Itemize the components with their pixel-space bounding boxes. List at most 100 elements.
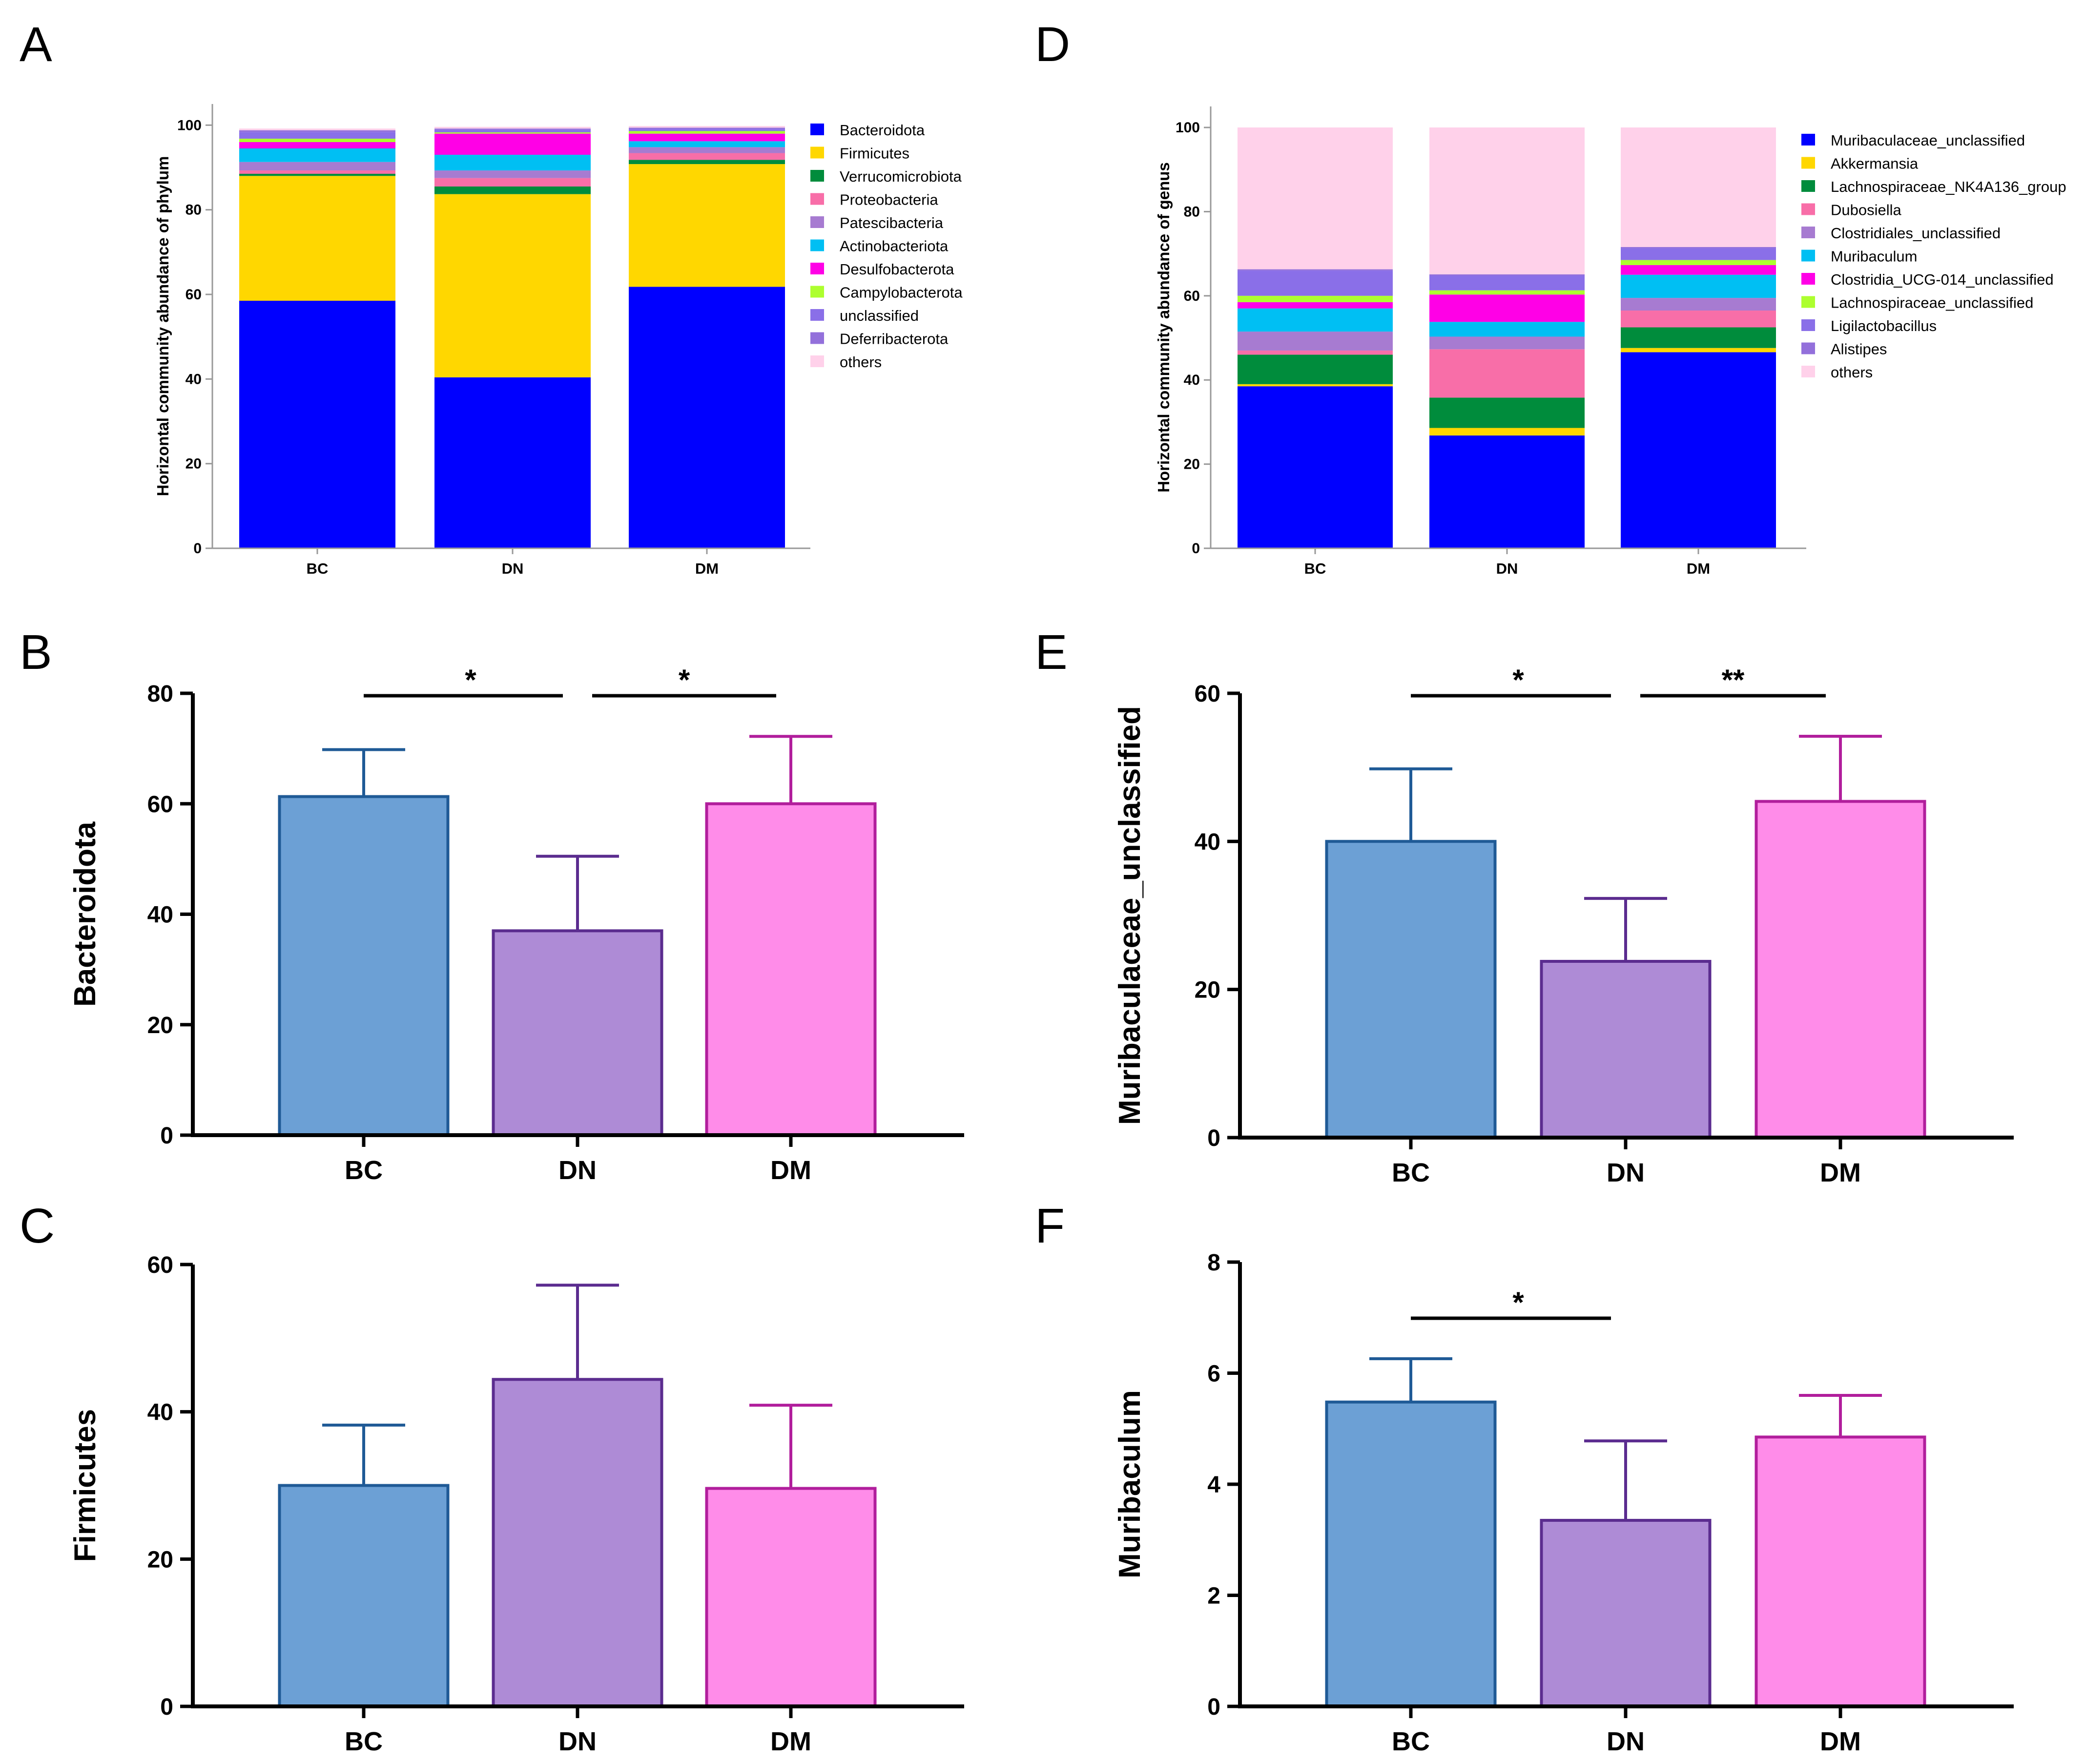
y-tick-label: 0: [160, 1694, 173, 1720]
bar-segment-DM-Lachnospiraceae_NK4A136_group: [1621, 327, 1776, 348]
y-tick-label: 80: [186, 202, 202, 218]
bar-segment-BC-others: [239, 128, 395, 130]
x-tick-label-BC: BC: [307, 560, 329, 577]
bar-segment-BC-Lachnospiraceae_unclassified: [1238, 295, 1393, 302]
y-tick-label: 8: [1207, 1250, 1220, 1276]
bar-DN: [492, 929, 663, 1137]
bar-segment-DM-Alistipes: [1621, 247, 1776, 249]
bar-segment-DM-others: [629, 126, 785, 128]
bar-segment-BC-Bacteroidota: [239, 301, 395, 548]
bar-segment-DM-Campylobacterota: [629, 131, 785, 134]
bar-segment-DN-Actinobacteriota: [434, 155, 591, 171]
bar-segment-DN-Muribaculum: [1429, 322, 1585, 337]
bar-BC: [1325, 1400, 1497, 1708]
y-axis-label: Firmicutes: [68, 1409, 102, 1562]
y-tick-label: 20: [186, 456, 202, 472]
significance-marker: *: [465, 664, 476, 696]
bar-segment-DN-Alistipes: [1429, 274, 1585, 276]
bar-segment-BC-others: [1238, 127, 1393, 270]
bar-segment-DM-others: [1621, 127, 1776, 247]
bar-segment-DM-Bacteroidota: [629, 287, 785, 548]
legend-label-Deferribacterota: Deferribacterota: [840, 331, 949, 348]
bar-BC: [278, 1484, 450, 1708]
y-tick-label: 40: [1184, 372, 1200, 388]
y-axis-label: Muribaculaceae_unclassified: [1113, 706, 1147, 1125]
bar-DM: [1755, 800, 1926, 1139]
legend-label-Patescibacteria: Patescibacteria: [840, 214, 944, 231]
panel-letter-B: B: [20, 625, 52, 680]
x-tick-label-DM: DM: [770, 1727, 811, 1756]
bar-DN: [492, 1378, 663, 1708]
legend-label-Akkermansia: Akkermansia: [1831, 155, 1919, 172]
legend-swatch-Lachnospiraceae_unclassified: [1801, 296, 1815, 308]
x-tick-label-DM: DM: [1687, 560, 1710, 577]
legend-label-Alistipes: Alistipes: [1831, 341, 1887, 358]
legend-swatch-Actinobacteriota: [810, 239, 824, 251]
bar-DN: [1540, 1518, 1712, 1708]
legend-swatch-Akkermansia: [1801, 157, 1815, 169]
panel-letter-A: A: [20, 17, 52, 72]
legend-label-Firmicutes: Firmicutes: [840, 145, 909, 162]
legend-label-Actinobacteriota: Actinobacteriota: [840, 238, 949, 255]
bar-segment-DN-Desulfobacterota: [434, 133, 591, 155]
legend-swatch-Firmicutes: [810, 146, 824, 159]
legend-label-Clostridia_UCG-014_unclassified: Clostridia_UCG-014_unclassified: [1831, 271, 2054, 288]
y-tick-label: 80: [1184, 204, 1200, 220]
bar-segment-DN-others: [1429, 127, 1585, 274]
bar-segment-DN-Akkermansia: [1429, 428, 1585, 436]
x-tick-label-DM: DM: [695, 560, 719, 577]
panel-letter-F: F: [1035, 1199, 1065, 1253]
legend: Muribaculaceae_unclassified Akkermansia La…: [1801, 132, 2066, 381]
significance-marker: *: [679, 664, 690, 696]
bar-DM: [705, 802, 877, 1137]
bar-segment-BC-Campylobacterota: [239, 139, 395, 142]
legend-swatch-Bacteroidota: [810, 124, 824, 135]
x-tick-label-DN: DN: [1496, 560, 1518, 577]
bar-segment-BC-Verrucomicrobiota: [239, 174, 395, 176]
bar-segment-BC-Alistipes: [1238, 269, 1393, 271]
legend-swatch-Alistipes: [1801, 342, 1815, 354]
y-tick-label: 4: [1207, 1472, 1220, 1498]
bar-segment-BC-Muribaculum: [1238, 308, 1393, 332]
bar-segment-BC-Ligilactobacillus: [1238, 270, 1393, 296]
x-tick-label-BC: BC: [345, 1727, 383, 1756]
bar-segment-DM-Patescibacteria: [629, 147, 785, 153]
legend-label-Ligilactobacillus: Ligilactobacillus: [1831, 317, 1937, 334]
bar-segment-BC-Akkermansia: [1238, 384, 1393, 387]
bar-BC: [278, 795, 450, 1137]
y-tick-label: 60: [147, 791, 173, 817]
bar-segment-DM-Muribaculaceae_unclassified: [1621, 352, 1776, 548]
y-tick-label: 60: [1184, 288, 1200, 304]
bar-segment-DN-Bacteroidota: [434, 377, 591, 548]
legend-swatch-Clostridiales_unclassified: [1801, 227, 1815, 238]
legend-swatch-Dubosiella: [1801, 203, 1815, 215]
bar-segment-BC-Clostridia_UCG-014_unclassified: [1238, 302, 1393, 309]
legend-label-others: others: [840, 353, 882, 371]
legend-swatch-Muribaculaceae_unclassified: [1801, 134, 1815, 145]
significance-marker: **: [1722, 664, 1745, 696]
bar-segment-DN-Clostridiales_unclassified: [1429, 336, 1585, 350]
bar-segment-DM-Verrucomicrobiota: [629, 160, 785, 165]
bar-segment-DN-Verrucomicrobiota: [434, 187, 591, 194]
bar-DN: [1540, 960, 1712, 1139]
legend-label-Dubosiella: Dubosiella: [1831, 202, 1902, 219]
bar-segment-BC-Firmicutes: [239, 176, 395, 301]
y-tick-label: 100: [177, 117, 202, 133]
bar-segment-DN-unclassified: [434, 129, 591, 133]
legend-swatch-Proteobacteria: [810, 193, 824, 205]
legend-swatch-Muribaculum: [1801, 249, 1815, 262]
x-tick-label-BC: BC: [345, 1156, 383, 1185]
significance-marker: *: [1512, 664, 1524, 696]
bar-segment-DM-Akkermansia: [1621, 348, 1776, 353]
panel-A: A 0 20 40 60 80 100 BC DN DM Horizontal community …: [20, 17, 963, 577]
x-tick-label-BC: BC: [1304, 560, 1326, 577]
x-tick-label-DN: DN: [1607, 1727, 1645, 1756]
bar-segment-BC-Deferribacterota: [239, 130, 395, 132]
legend-label-unclassified: unclassified: [840, 307, 919, 324]
bar-segment-DN-Lachnospiraceae_unclassified: [1429, 290, 1585, 295]
x-tick-label-DM: DM: [770, 1156, 811, 1185]
bar-segment-BC-Clostridiales_unclassified: [1238, 332, 1393, 351]
panel-letter-E: E: [1035, 625, 1068, 680]
bar-segment-DM-Clostridia_UCG-014_unclassified: [1621, 265, 1776, 275]
x-tick-label-DN: DN: [558, 1727, 597, 1756]
